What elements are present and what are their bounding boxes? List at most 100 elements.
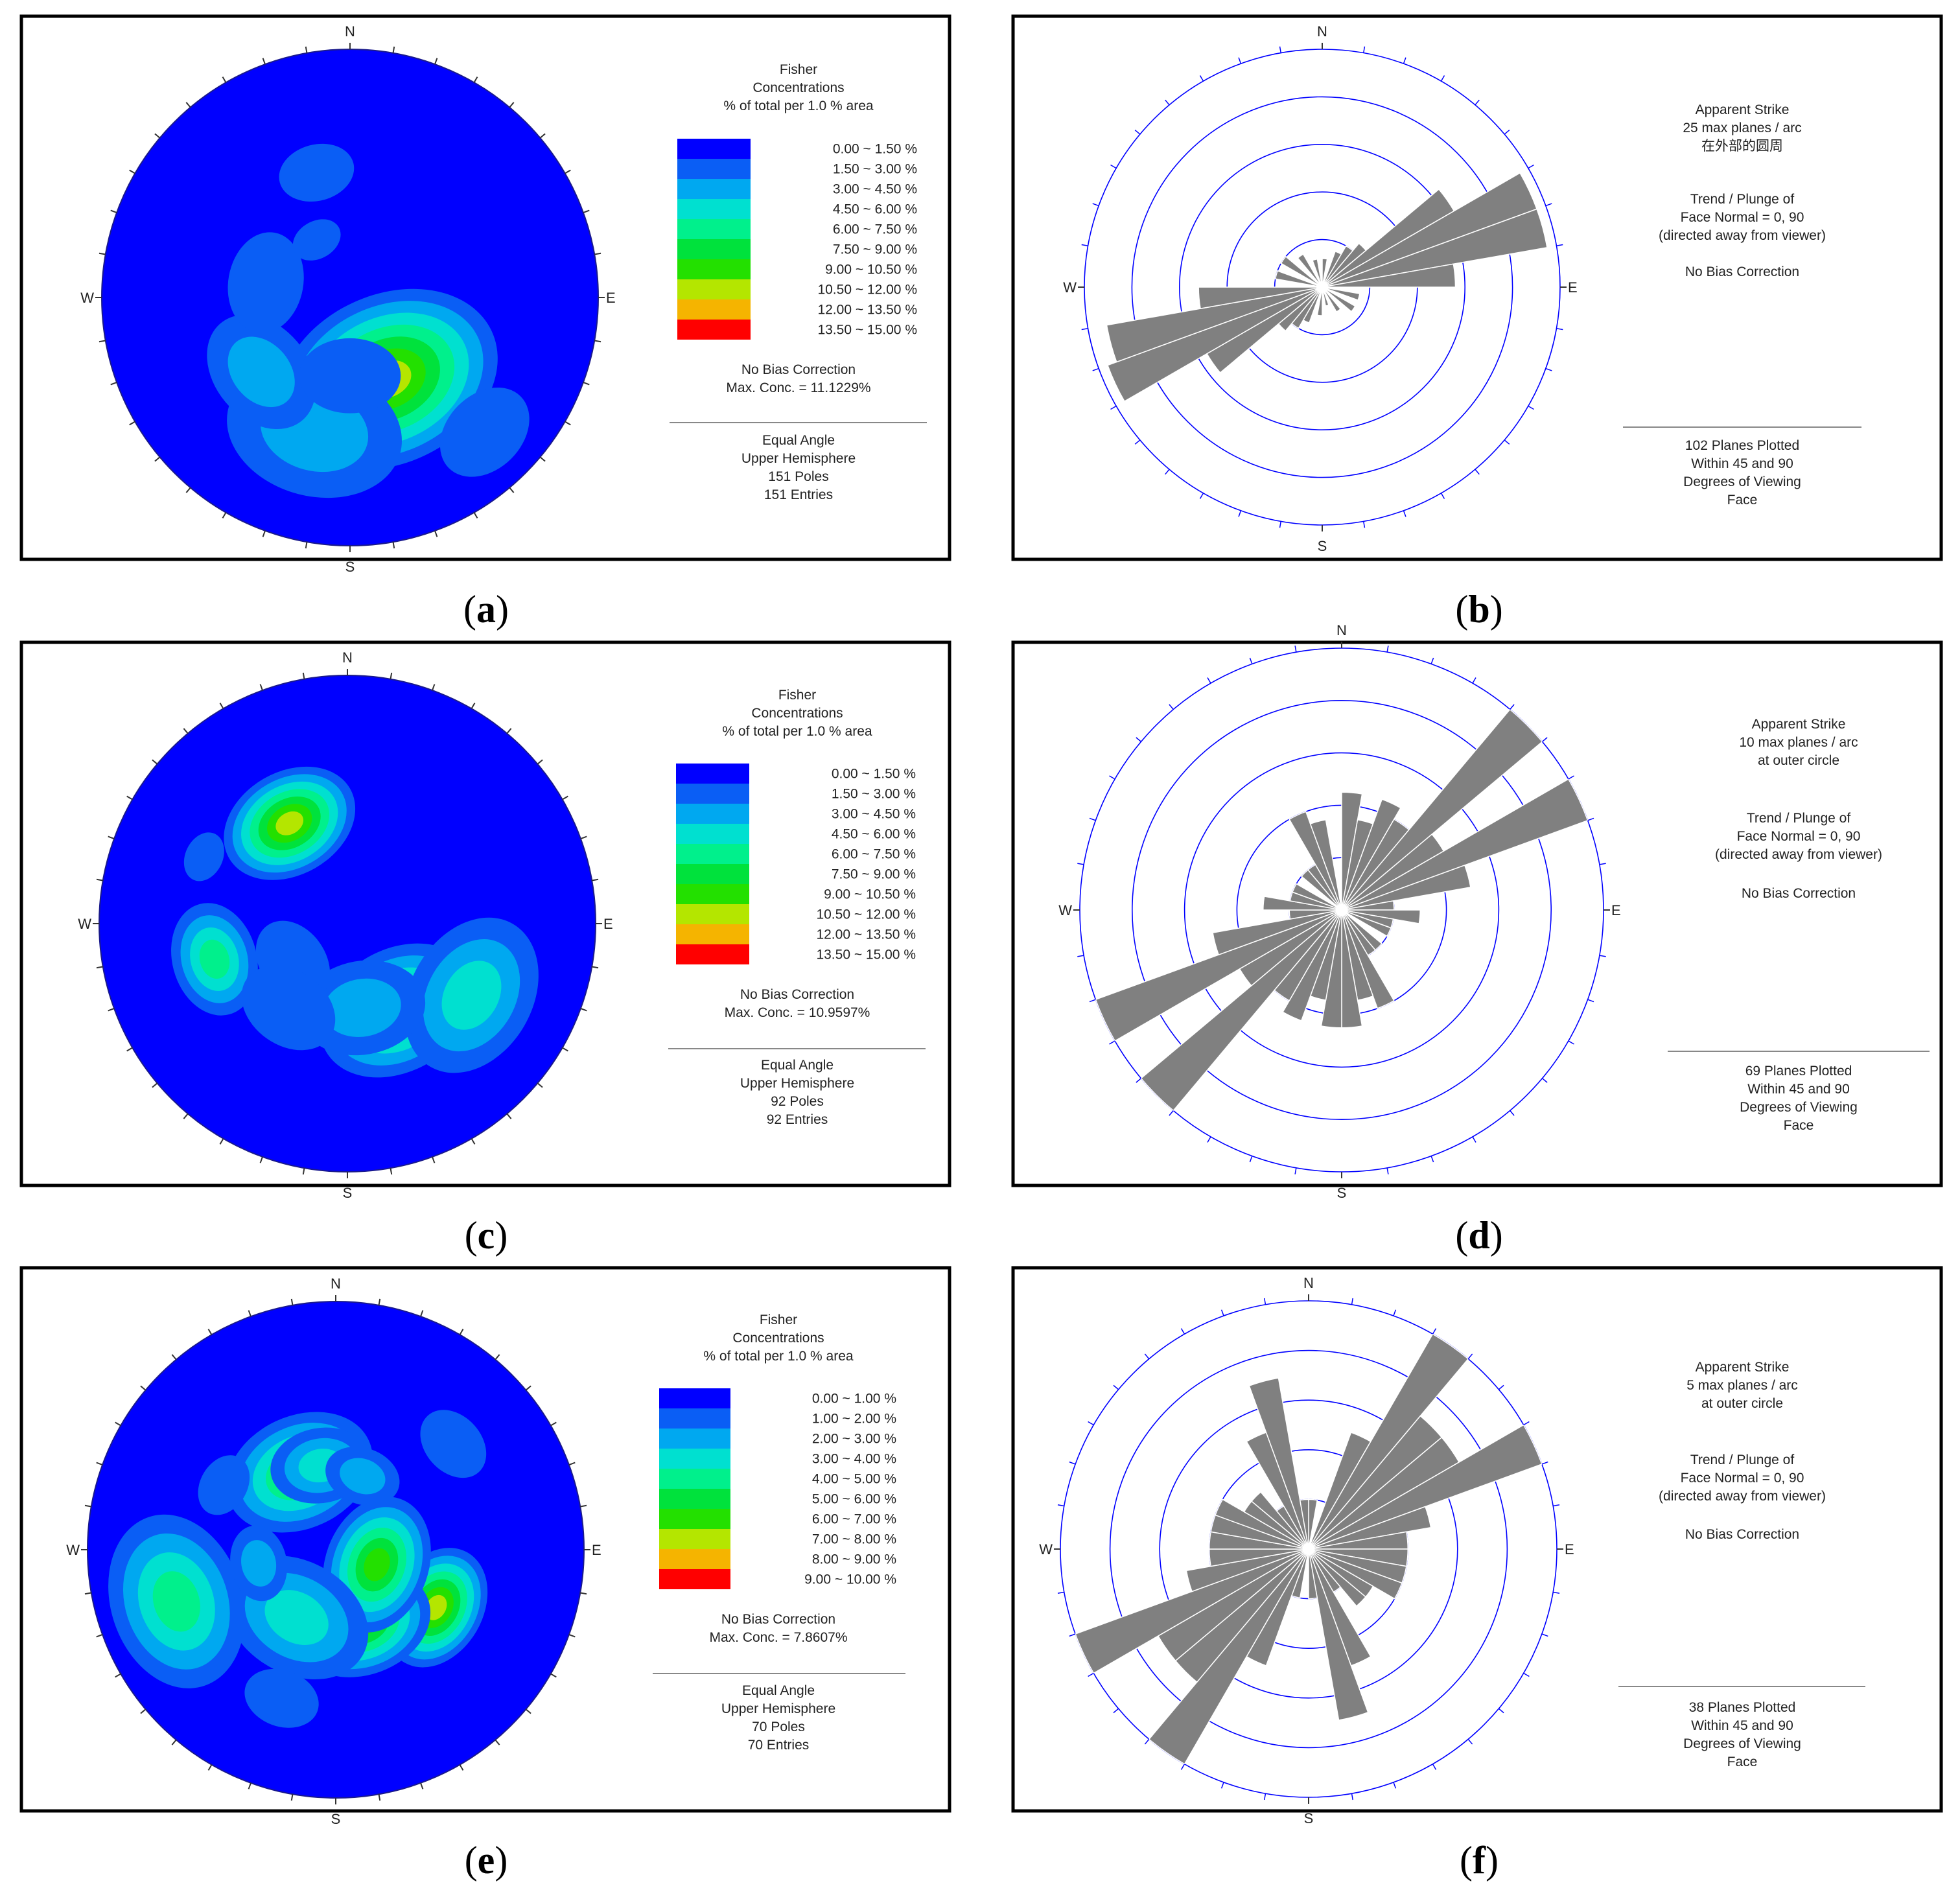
legend-bin-label: 0.00 ~ 1.00 % bbox=[812, 1391, 896, 1406]
legend-footer-entries: 151 Entries bbox=[764, 487, 833, 502]
info-trend-plunge: Trend / Plunge of bbox=[1690, 1452, 1794, 1467]
net-tick bbox=[459, 1329, 464, 1335]
rose-tick bbox=[1165, 469, 1170, 475]
legend-bin-label: 9.00 ~ 10.00 % bbox=[804, 1572, 896, 1587]
info-footer-degrees: Degrees of Viewing bbox=[1683, 1736, 1801, 1751]
net-tick bbox=[506, 1113, 512, 1119]
legend-footer-hemisphere: Upper Hemisphere bbox=[721, 1701, 835, 1716]
rose-tick bbox=[1113, 1708, 1119, 1714]
legend-bin-label: 4.50 ~ 6.00 % bbox=[833, 202, 917, 216]
rose-ring bbox=[1159, 1399, 1458, 1699]
rose-tick bbox=[1207, 1136, 1211, 1143]
legend-title-line-1: Fisher bbox=[760, 1312, 797, 1327]
rose-tick bbox=[1207, 677, 1211, 684]
legend-swatch bbox=[677, 199, 751, 219]
rose-tick bbox=[1144, 1353, 1150, 1360]
stereonet-e: N S E W bbox=[66, 1276, 601, 1827]
rose-tick bbox=[1088, 1421, 1094, 1426]
legend-bin-label: 1.50 ~ 3.00 % bbox=[832, 786, 916, 801]
panel-c: N S E W Fisher Concentrations % of total pe… bbox=[19, 640, 951, 1257]
net-tick bbox=[525, 1385, 531, 1391]
direction-label-n: N bbox=[331, 1276, 341, 1292]
rose-tick bbox=[1169, 704, 1174, 710]
info-direction: (directed away from viewer) bbox=[1659, 1489, 1826, 1504]
net-tick bbox=[434, 58, 438, 65]
net-tick bbox=[96, 1462, 103, 1465]
direction-label-n: N bbox=[1336, 622, 1347, 638]
info-footer-face: Face bbox=[1727, 493, 1758, 507]
legend-footer-poles: 70 Poles bbox=[752, 1720, 805, 1734]
rose-tick bbox=[1472, 1136, 1476, 1143]
net-tick bbox=[509, 102, 515, 108]
rose-petal bbox=[1322, 208, 1548, 288]
rose-tick bbox=[1113, 1384, 1119, 1390]
contour-level-4 bbox=[152, 1571, 200, 1632]
legend-bin-label: 5.00 ~ 6.00 % bbox=[812, 1491, 896, 1506]
direction-label-s: S bbox=[343, 1185, 353, 1201]
info-apparent-strike: Apparent Strike bbox=[1696, 102, 1790, 117]
rose-petal bbox=[1308, 1548, 1369, 1721]
panel-a: N S E W Fisher Concentrations % of total pe… bbox=[19, 14, 951, 631]
info-face-normal: Face Normal = 0, 90 bbox=[1681, 210, 1804, 225]
net-tick bbox=[580, 1592, 587, 1595]
direction-label-w: W bbox=[66, 1542, 80, 1558]
rose-tick bbox=[1467, 1738, 1473, 1745]
net-tick bbox=[471, 703, 476, 709]
rose-petal bbox=[1185, 1548, 1309, 1592]
rose-tick bbox=[1351, 1298, 1353, 1305]
net-tick bbox=[539, 133, 546, 139]
net-tick bbox=[290, 1794, 294, 1801]
legend-swatches-e: 0.00 ~ 1.00 % 1.00 ~ 2.00 % 2.00 ~ 3.00 % 3… bbox=[659, 1388, 896, 1589]
rose-tick bbox=[1430, 1156, 1434, 1163]
rose-petal bbox=[1322, 286, 1360, 301]
info-circle-note: 在外部的圆周 bbox=[1701, 139, 1783, 154]
net-tick bbox=[434, 530, 438, 537]
rose-petal bbox=[1282, 909, 1342, 1021]
direction-label-e: E bbox=[1568, 279, 1578, 296]
direction-label-s: S bbox=[345, 559, 355, 575]
rose-petal bbox=[1289, 811, 1342, 911]
legend-swatch bbox=[676, 924, 749, 944]
net-tick bbox=[290, 1298, 294, 1305]
rose-tick bbox=[1587, 999, 1594, 1003]
net-tick bbox=[565, 169, 571, 174]
rose-tick bbox=[1199, 75, 1204, 82]
legend-swatch bbox=[659, 1449, 730, 1469]
legend-note-max-conc: Max. Conc. = 11.1229% bbox=[726, 380, 870, 395]
net-tick bbox=[171, 1354, 177, 1360]
net-tick bbox=[594, 252, 601, 255]
legend-swatch bbox=[676, 864, 749, 884]
legend-bin-label: 12.00 ~ 13.50 % bbox=[816, 927, 916, 942]
rose-tick bbox=[1092, 203, 1099, 207]
rose-tick bbox=[1136, 737, 1142, 742]
rose-tick bbox=[1294, 646, 1297, 653]
legend-title-line-2: Concentrations bbox=[752, 80, 844, 95]
rose-petal bbox=[1322, 286, 1342, 313]
direction-label-w: W bbox=[1058, 902, 1072, 918]
legend-swatch bbox=[659, 1549, 730, 1569]
info-footer-within: Within 45 and 90 bbox=[1747, 1082, 1850, 1097]
info-footer-planes: 69 Planes Plotted bbox=[1745, 1064, 1852, 1079]
info-bias: No Bias Correction bbox=[1685, 264, 1799, 279]
rose-tick bbox=[1169, 1110, 1174, 1116]
rose-tick bbox=[1134, 439, 1141, 445]
rose-petal bbox=[1292, 883, 1342, 911]
net-tick bbox=[568, 1634, 576, 1638]
info-footer-face: Face bbox=[1784, 1118, 1814, 1133]
info-apparent-strike: Apparent Strike bbox=[1752, 717, 1846, 732]
rose-petal bbox=[1299, 1499, 1309, 1550]
net-background bbox=[99, 675, 596, 1172]
legend-swatch bbox=[677, 259, 751, 279]
rose-tick bbox=[1110, 405, 1117, 410]
legend-title-line-2: Concentrations bbox=[732, 1331, 824, 1346]
legend-swatches-a: 0.00 ~ 1.50 % 1.50 ~ 3.00 % 3.00 ~ 4.50 % 4… bbox=[677, 139, 917, 340]
net-tick bbox=[222, 76, 227, 83]
rose-petal bbox=[1308, 1548, 1403, 1600]
contour-level-1 bbox=[183, 832, 224, 881]
contour-level-2 bbox=[228, 336, 295, 408]
net-tick bbox=[592, 966, 599, 969]
contour-level-1 bbox=[198, 1455, 250, 1515]
legend-swatch bbox=[677, 219, 751, 239]
contour-level-7 bbox=[425, 1594, 447, 1620]
info-face-normal: Face Normal = 0, 90 bbox=[1681, 1471, 1804, 1486]
